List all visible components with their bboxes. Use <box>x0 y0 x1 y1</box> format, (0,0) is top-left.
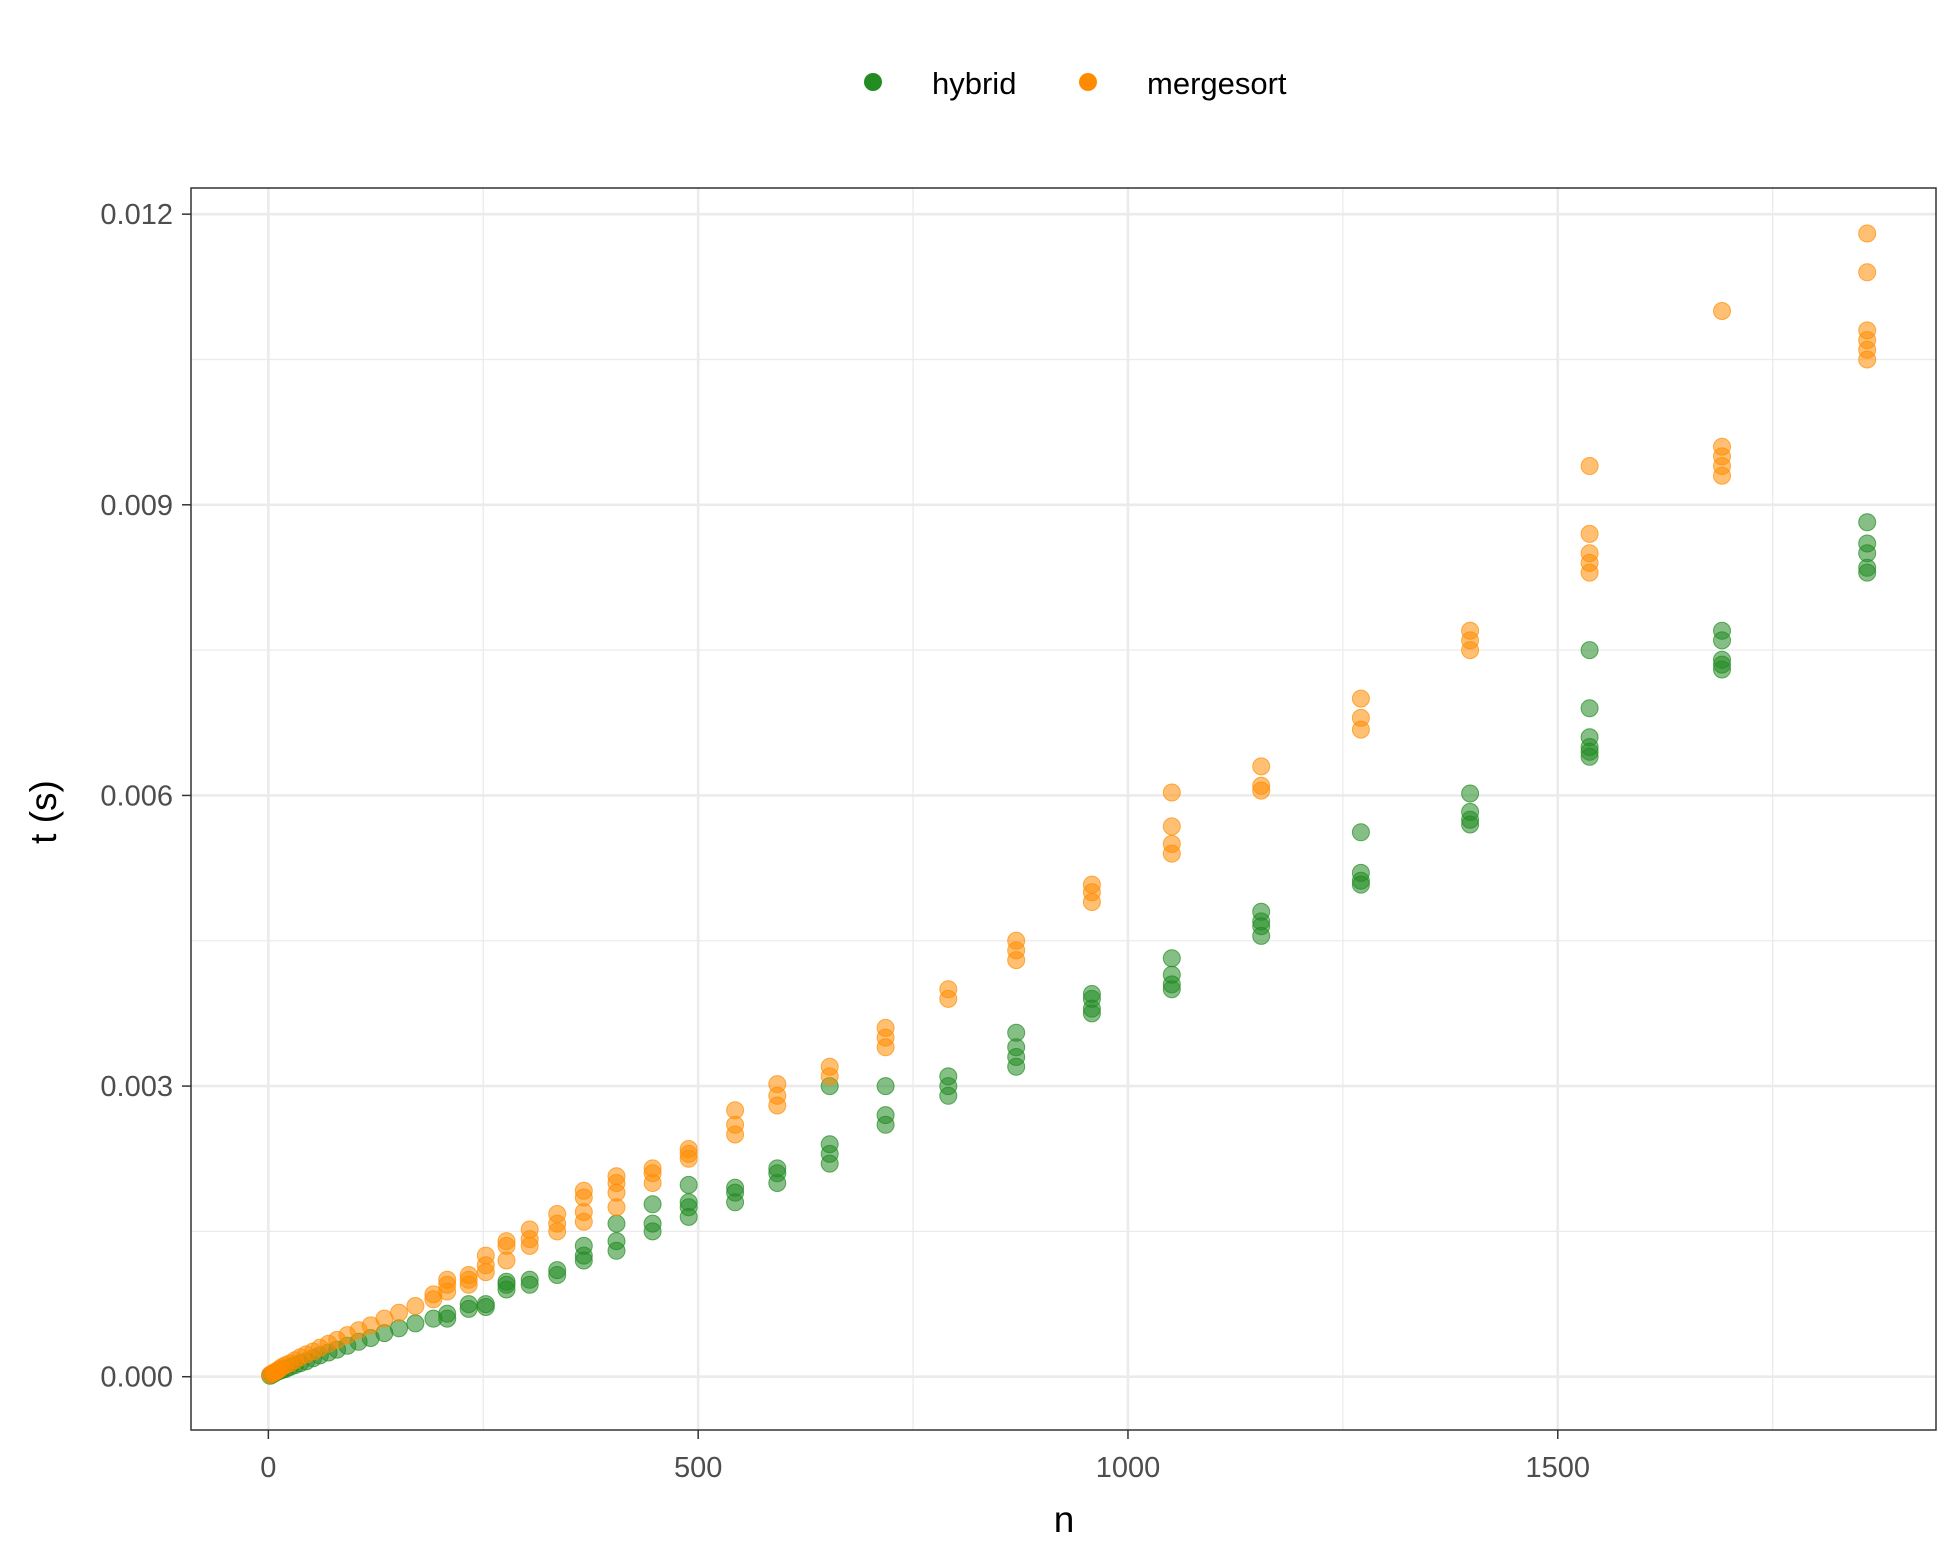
point-hybrid <box>607 1214 626 1233</box>
point-mergesort <box>1858 224 1877 243</box>
point-mergesort <box>643 1159 662 1178</box>
point-mergesort <box>1082 875 1101 894</box>
point-hybrid <box>643 1195 662 1214</box>
point-mergesort <box>607 1167 626 1186</box>
legend-marker-hybrid <box>864 73 882 91</box>
point-hybrid <box>876 1106 895 1125</box>
point-hybrid <box>768 1159 787 1178</box>
y-tick-label: 0.012 <box>100 199 173 231</box>
point-hybrid <box>643 1214 662 1233</box>
plot-panel-border <box>190 187 1937 1431</box>
point-hybrid <box>548 1261 567 1280</box>
point-hybrid <box>726 1178 745 1197</box>
point-mergesort <box>820 1057 839 1076</box>
point-hybrid <box>1461 784 1480 803</box>
point-mergesort <box>1858 321 1877 340</box>
x-axis-ticks: 0 500 1000 1500 <box>260 1430 1590 1484</box>
legend: hybrid mergesort <box>864 66 1287 101</box>
point-hybrid <box>1007 1023 1026 1042</box>
point-mergesort <box>406 1297 425 1315</box>
point-mergesort <box>1252 757 1271 776</box>
point-mergesort <box>1461 621 1480 640</box>
point-mergesort <box>497 1232 516 1251</box>
point-hybrid <box>497 1272 516 1291</box>
point-hybrid <box>406 1314 425 1333</box>
point-hybrid <box>1858 513 1877 532</box>
point-hybrid <box>438 1304 457 1323</box>
point-hybrid <box>1713 621 1731 640</box>
point-mergesort <box>1162 834 1181 853</box>
y-tick-label: 0.006 <box>100 780 173 812</box>
point-mergesort <box>1858 263 1877 282</box>
grid-major <box>191 188 1936 1430</box>
point-hybrid <box>1461 802 1480 821</box>
point-mergesort <box>574 1181 593 1200</box>
point-hybrid <box>574 1236 593 1255</box>
point-mergesort <box>876 1018 895 1037</box>
point-hybrid <box>679 1175 698 1194</box>
data-points <box>261 224 1877 1385</box>
y-axis-title: t (s) <box>23 780 64 844</box>
point-mergesort <box>390 1303 408 1322</box>
grid-minor <box>191 188 1936 1430</box>
point-mergesort <box>1252 776 1271 795</box>
point-hybrid <box>520 1270 539 1289</box>
point-mergesort <box>1351 689 1370 708</box>
y-tick-label: 0.003 <box>100 1071 173 1103</box>
point-mergesort <box>1580 544 1599 563</box>
x-tick-label: 1500 <box>1526 1452 1591 1484</box>
point-mergesort <box>1713 437 1731 456</box>
point-hybrid <box>1082 985 1101 1003</box>
point-hybrid <box>1580 728 1599 747</box>
point-mergesort <box>520 1220 539 1239</box>
point-hybrid <box>1713 650 1731 669</box>
y-tick-label: 0.000 <box>100 1362 173 1394</box>
point-hybrid <box>1351 863 1370 882</box>
x-axis-title: n <box>1054 1499 1075 1540</box>
point-hybrid <box>1162 949 1181 968</box>
point-mergesort <box>459 1266 478 1284</box>
legend-label-hybrid: hybrid <box>932 66 1016 101</box>
point-hybrid <box>459 1295 478 1314</box>
point-hybrid <box>1351 823 1370 842</box>
point-hybrid <box>820 1135 839 1154</box>
legend-label-mergesort: mergesort <box>1147 66 1287 101</box>
point-mergesort <box>438 1270 457 1289</box>
y-axis-ticks: 0.000 0.003 0.006 0.009 0.012 <box>100 199 191 1394</box>
point-hybrid <box>390 1319 408 1338</box>
point-hybrid <box>1252 902 1271 921</box>
point-mergesort <box>1713 302 1731 320</box>
point-mergesort <box>679 1140 698 1158</box>
point-hybrid <box>1858 534 1877 553</box>
point-mergesort <box>1580 457 1599 475</box>
point-mergesort <box>476 1246 495 1265</box>
point-mergesort <box>726 1101 745 1120</box>
point-hybrid <box>1162 965 1181 984</box>
point-hybrid <box>476 1298 495 1316</box>
point-mergesort <box>1351 708 1370 727</box>
point-hybrid <box>607 1232 626 1251</box>
point-hybrid <box>679 1193 698 1212</box>
point-mergesort <box>1162 783 1181 802</box>
point-hybrid <box>1580 641 1599 660</box>
x-tick-label: 500 <box>674 1452 722 1484</box>
point-mergesort <box>1580 524 1599 543</box>
y-tick-label: 0.009 <box>100 490 173 522</box>
x-tick-label: 0 <box>260 1452 276 1484</box>
point-hybrid <box>939 1067 958 1086</box>
point-mergesort <box>548 1205 567 1223</box>
legend-marker-mergesort <box>1079 73 1097 91</box>
x-tick-label: 1000 <box>1096 1452 1161 1484</box>
point-mergesort <box>1162 817 1181 836</box>
point-mergesort <box>1007 931 1026 950</box>
point-hybrid <box>876 1077 895 1096</box>
point-mergesort <box>939 980 958 999</box>
point-hybrid <box>1580 699 1599 718</box>
point-mergesort <box>768 1075 787 1094</box>
